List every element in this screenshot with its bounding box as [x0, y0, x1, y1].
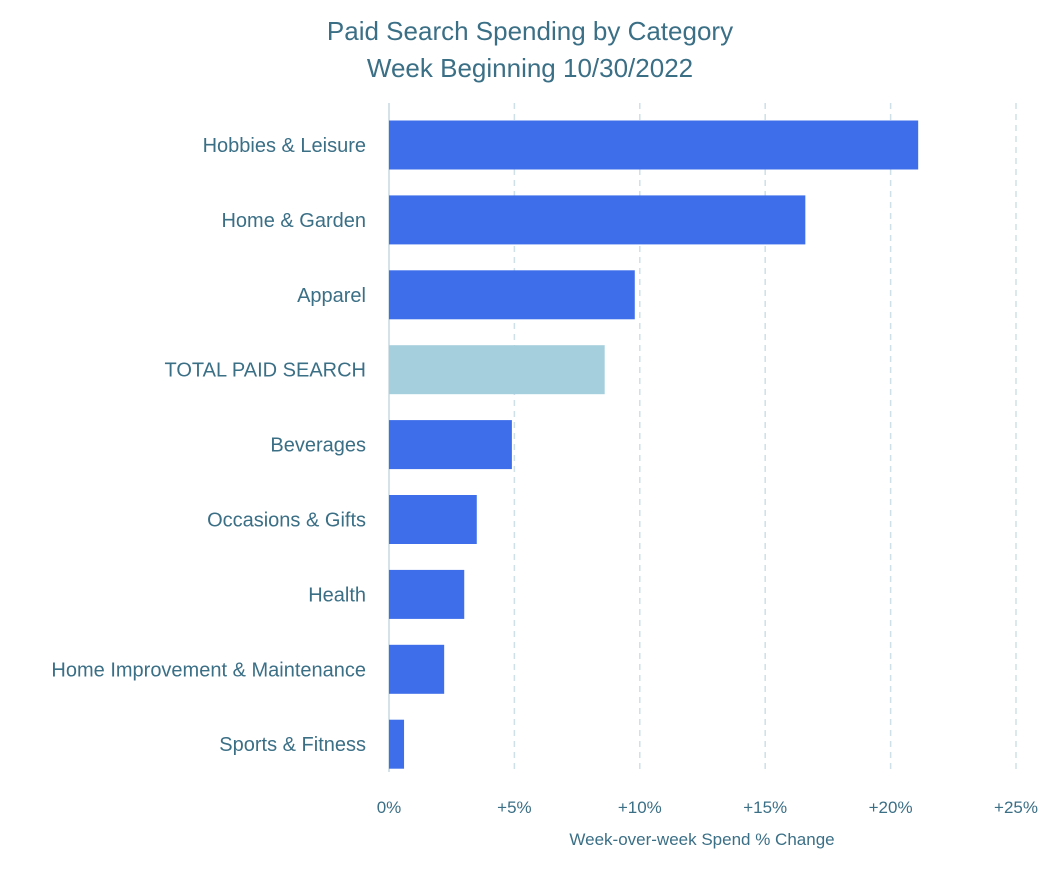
- x-tick-label: +15%: [743, 798, 787, 817]
- category-labels: Hobbies & Leisure Home & Garden Apparel TOT…: [51, 135, 366, 756]
- x-tick-labels: 0% +5% +10% +15% +20% +25%: [377, 798, 1038, 817]
- bar: [389, 345, 605, 395]
- category-label: Occasions & Gifts: [207, 510, 366, 532]
- category-label: Sports & Fitness: [219, 734, 366, 756]
- chart-title: Paid Search Spending by Category: [327, 16, 733, 46]
- bar: [389, 420, 512, 470]
- bars: [389, 120, 919, 769]
- bar: [389, 195, 806, 245]
- category-label: Health: [308, 584, 366, 606]
- bar: [389, 644, 445, 694]
- category-label: Home Improvement & Maintenance: [51, 659, 366, 681]
- category-label: Home & Garden: [221, 210, 366, 232]
- x-tick-label: +20%: [869, 798, 913, 817]
- x-tick-label: +10%: [618, 798, 662, 817]
- x-tick-label: 0%: [377, 798, 402, 817]
- x-tick-label: +25%: [994, 798, 1038, 817]
- bar: [389, 270, 635, 320]
- category-label: Apparel: [297, 285, 366, 307]
- category-label: Hobbies & Leisure: [203, 135, 366, 157]
- chart-subtitle: Week Beginning 10/30/2022: [367, 53, 693, 83]
- x-tick-label: +5%: [497, 798, 532, 817]
- bar: [389, 569, 465, 619]
- bar: [389, 495, 477, 544]
- category-label: Beverages: [270, 435, 366, 457]
- category-label: TOTAL PAID SEARCH: [164, 360, 366, 382]
- bar: [389, 120, 919, 170]
- x-axis-title: Week-over-week Spend % Change: [569, 830, 834, 849]
- bar: [389, 719, 405, 769]
